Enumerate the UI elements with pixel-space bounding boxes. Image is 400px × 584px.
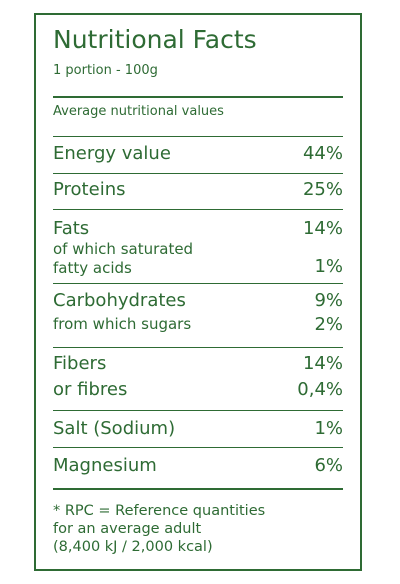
nutrient-row-fibres: or fibres 0,4% — [53, 379, 343, 401]
nutrient-label: from which sugars — [53, 315, 192, 333]
nutrient-label: or fibres — [53, 379, 128, 400]
divider — [53, 173, 343, 174]
label-title: Nutritional Facts — [53, 25, 257, 54]
nutrient-value: 25% — [302, 179, 343, 200]
nutrition-label: Nutritional Facts 1 portion - 100g Avera… — [34, 13, 362, 571]
footnote-line: * RPC = Reference quantities — [53, 503, 266, 519]
nutrient-value: 9% — [314, 290, 343, 311]
nutrient-label: Proteins — [53, 179, 126, 200]
divider — [53, 96, 343, 98]
nutrient-value: 1% — [314, 256, 343, 277]
footnote: * RPC = Reference quantities for an aver… — [53, 502, 265, 556]
nutrient-label: Fats — [53, 218, 90, 239]
nutrient-row-sugars: from which sugars 2% — [53, 314, 343, 336]
nutrient-value: 44% — [302, 143, 343, 164]
nutrient-row-fats: Fats 14% — [53, 218, 343, 240]
nutrient-value: 0,4% — [297, 379, 343, 400]
nutrient-value: 14% — [302, 218, 343, 239]
divider — [53, 447, 343, 448]
nutrient-value: 14% — [302, 353, 343, 374]
nutrient-label: Energy value — [53, 143, 171, 164]
nutrient-label: Magnesium — [53, 455, 157, 476]
nutrient-row-saturated: of which saturated fatty acids 1% — [53, 240, 343, 278]
nutrient-label: of which saturated — [53, 240, 194, 258]
nutrient-row-magnesium: Magnesium 6% — [53, 455, 343, 477]
nutrient-row-fibers: Fibers 14% — [53, 353, 343, 375]
divider — [53, 283, 343, 284]
divider — [53, 136, 343, 137]
nutrient-row-salt: Salt (Sodium) 1% — [53, 418, 343, 440]
nutrient-value: 1% — [314, 418, 343, 439]
nutrient-label: Carbohydrates — [53, 290, 186, 311]
divider — [53, 488, 343, 490]
nutrient-row-energy: Energy value 44% — [53, 143, 343, 165]
values-caption: Average nutritional values — [53, 104, 224, 119]
nutrient-value: 6% — [314, 455, 343, 476]
nutrient-row-proteins: Proteins 25% — [53, 179, 343, 201]
nutrient-label: Salt (Sodium) — [53, 418, 176, 439]
divider — [53, 209, 343, 210]
nutrient-row-carbohydrates: Carbohydrates 9% — [53, 290, 343, 312]
divider — [53, 347, 343, 348]
nutrient-label-continued: fatty acids — [53, 259, 132, 277]
footnote-line: (8,400 kJ / 2,000 kcal) — [53, 539, 213, 555]
divider — [53, 410, 343, 411]
portion-size: 1 portion - 100g — [53, 63, 158, 78]
footnote-line: for an average adult — [53, 521, 202, 537]
nutrient-label: Fibers — [53, 353, 107, 374]
nutrient-value: 2% — [314, 314, 343, 335]
